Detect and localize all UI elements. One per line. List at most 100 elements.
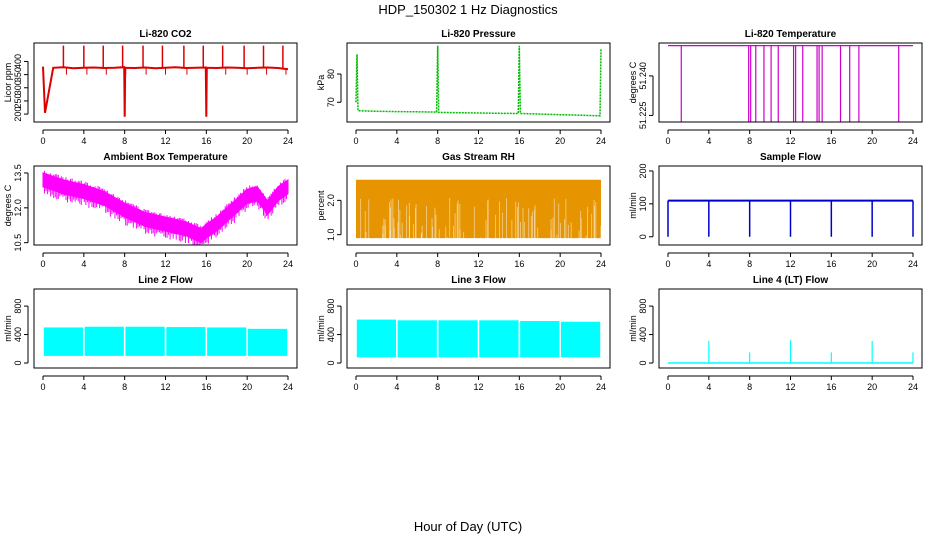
panel-title-line2: Line 2 Flow (138, 275, 193, 286)
x-tick-label-0: 0 (353, 382, 358, 392)
y-axis-label-line2: ml/min (3, 315, 13, 342)
y-tick-label-2: 800 (13, 299, 23, 314)
plot-frame (33, 42, 298, 123)
x-tick-label-1: 4 (706, 382, 711, 392)
plot-frame (658, 165, 923, 246)
x-tick-label-2: 8 (122, 259, 127, 269)
panel-title-pressure: Li-820 Pressure (441, 29, 516, 40)
x-tick-label-6: 24 (596, 259, 606, 269)
y-axis-label-pressure: kPa (316, 75, 326, 91)
x-tick-label-6: 24 (596, 382, 606, 392)
x-tick-label-5: 20 (555, 136, 565, 146)
y-axis-label-co2: Licor ppm (3, 63, 13, 103)
x-tick-label-6: 24 (283, 136, 293, 146)
y-axis-label-ambient: degrees C (3, 184, 13, 226)
x-tick-label-3: 12 (160, 136, 170, 146)
y-tick-label-0: 200 (13, 107, 23, 122)
y-tick-label-4: 400 (13, 54, 23, 69)
x-tick-label-1: 4 (394, 382, 399, 392)
flow-segment-5 (560, 321, 601, 358)
x-tick-label-5: 20 (867, 382, 877, 392)
y-tick-label-1: 400 (326, 327, 336, 342)
plot-frame (658, 42, 923, 123)
x-tick-label-1: 4 (394, 136, 399, 146)
series-line (42, 66, 289, 117)
data-layer-line4 (668, 340, 914, 364)
flow-segment-1 (84, 326, 124, 356)
x-tick-label-5: 20 (242, 382, 252, 392)
plot-frame (33, 165, 298, 246)
y-tick-label-2: 300 (13, 80, 23, 95)
x-tick-label-6: 24 (283, 259, 293, 269)
plot-frame (346, 42, 611, 123)
data-layer-ambient (42, 170, 289, 245)
x-tick-label-0: 0 (353, 136, 358, 146)
x-tick-label-2: 8 (747, 136, 752, 146)
x-tick-label-6: 24 (283, 382, 293, 392)
flow-segment-0 (356, 319, 397, 358)
panel-line2: Line 2 Flow ml/min 0 4 8 12 16 20 24 0 400 800 (3, 275, 298, 392)
x-tick-label-4: 16 (514, 136, 524, 146)
y-tick-label-1: 51.240 (638, 62, 648, 90)
flow-segment-4 (520, 321, 560, 358)
y-axis-label-sampleflow: ml/min (628, 192, 638, 219)
y-tick-label-0: 0 (13, 361, 23, 366)
x-tick-label-2: 8 (435, 382, 440, 392)
x-tick-label-2: 8 (122, 382, 127, 392)
x-tick-label-3: 12 (785, 136, 795, 146)
y-tick-label-0: 0 (326, 361, 336, 366)
y-tick-label-0: 10.5 (13, 234, 23, 252)
y-axis-label-line3: ml/min (316, 315, 326, 342)
x-tick-label-4: 16 (826, 382, 836, 392)
x-tick-label-5: 20 (242, 136, 252, 146)
x-tick-label-1: 4 (81, 136, 86, 146)
x-tick-label-1: 4 (81, 382, 86, 392)
x-tick-label-0: 0 (665, 136, 670, 146)
x-tick-label-6: 24 (908, 259, 918, 269)
panel-pressure: Li-820 Pressure kPa 0 4 8 12 16 20 24 70 80 (316, 29, 611, 146)
x-tick-label-1: 4 (706, 259, 711, 269)
x-tick-label-5: 20 (555, 259, 565, 269)
panel-title-line4: Line 4 (LT) Flow (753, 275, 829, 286)
panel-temperature: Li-820 Temperature degrees C 0 4 8 12 16 20 24 51… (628, 29, 923, 146)
y-tick-label-1: 12.0 (13, 199, 23, 217)
x-tick-label-1: 4 (394, 259, 399, 269)
figure-x-axis-label: Hour of Day (UTC) (414, 519, 522, 534)
flow-segment-2 (438, 320, 478, 358)
y-tick-label-2: 13.5 (13, 164, 23, 182)
data-layer-rh (356, 179, 602, 244)
y-tick-label-3: 350 (13, 67, 23, 82)
x-tick-label-6: 24 (596, 136, 606, 146)
plot-frame (658, 288, 923, 369)
panel-title-co2: Li-820 CO2 (139, 29, 192, 40)
x-tick-label-3: 12 (160, 259, 170, 269)
y-tick-label-1: 400 (638, 327, 648, 342)
x-tick-label-2: 8 (435, 136, 440, 146)
y-tick-label-0: 1.0 (326, 228, 336, 241)
panel-title-line3: Line 3 Flow (451, 275, 506, 286)
y-tick-label-1: 400 (13, 327, 23, 342)
x-tick-label-5: 20 (867, 136, 877, 146)
y-tick-label-1: 2.0 (326, 194, 336, 207)
panel-title-rh: Gas Stream RH (442, 152, 515, 163)
x-tick-label-5: 20 (242, 259, 252, 269)
panel-line3: Line 3 Flow ml/min 0 4 8 12 16 20 24 0 400 800 (316, 275, 611, 392)
flow-segment-3 (479, 320, 519, 358)
x-tick-label-2: 8 (122, 136, 127, 146)
figure-title: HDP_150302 1 Hz Diagnostics (378, 2, 558, 17)
flow-segment-1 (397, 320, 437, 358)
flow-segment-4 (207, 327, 247, 356)
plot-frame (33, 288, 298, 369)
x-tick-label-3: 12 (473, 259, 483, 269)
y-axis-label-line4: ml/min (628, 315, 638, 342)
plot-frame (346, 165, 611, 246)
x-tick-label-0: 0 (40, 136, 45, 146)
y-tick-label-2: 800 (326, 299, 336, 314)
x-tick-label-3: 12 (473, 382, 483, 392)
panel-line4: Line 4 (LT) Flow ml/min 0 4 8 12 16 20 24 0 400 800 (628, 275, 923, 392)
data-layer-temperature (668, 45, 913, 122)
data-layer-sampleflow (667, 199, 914, 237)
data-layer-line2 (43, 326, 288, 356)
y-tick-label-0: 70 (326, 97, 336, 107)
x-tick-label-5: 20 (555, 382, 565, 392)
